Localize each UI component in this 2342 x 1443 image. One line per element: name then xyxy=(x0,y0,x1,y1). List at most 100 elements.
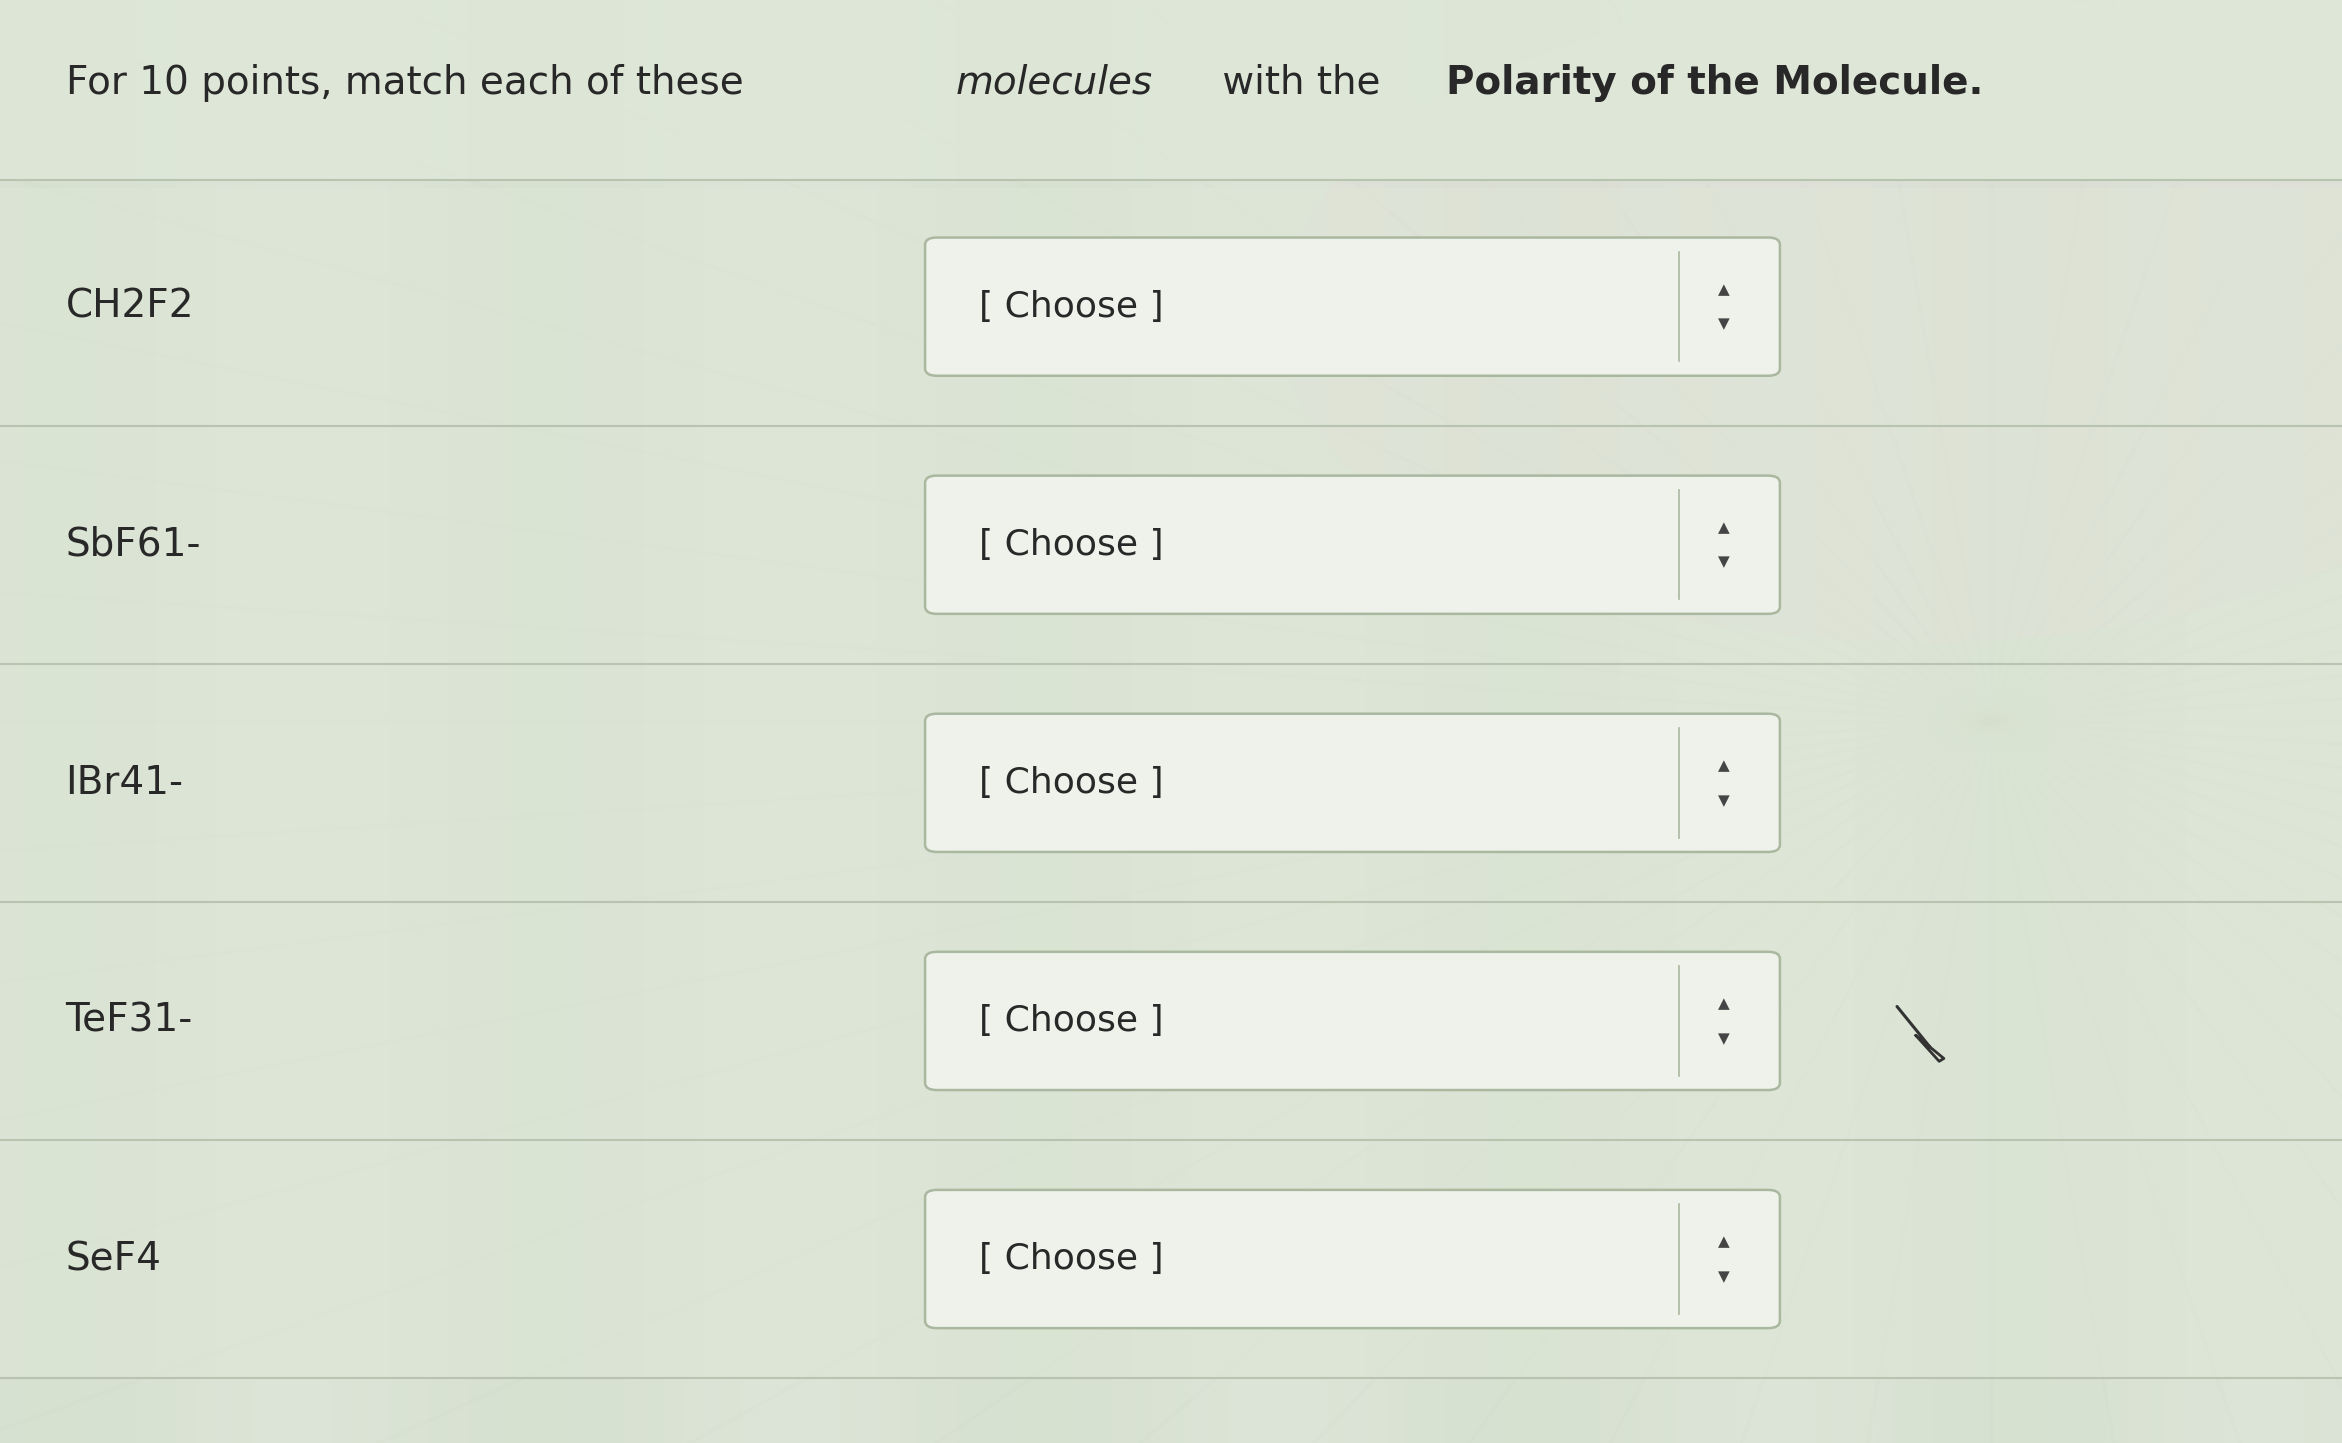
FancyBboxPatch shape xyxy=(925,238,1780,375)
Bar xyxy=(860,0,878,1443)
Bar xyxy=(2323,0,2342,1443)
Bar xyxy=(333,0,351,1443)
Bar xyxy=(2108,0,2127,1443)
Bar xyxy=(1211,0,1230,1443)
Bar xyxy=(1522,0,1541,1443)
Bar xyxy=(468,0,487,1443)
Bar xyxy=(644,0,663,1443)
Bar xyxy=(351,0,370,1443)
Bar xyxy=(801,0,820,1443)
Bar xyxy=(253,0,274,1443)
Bar xyxy=(663,0,684,1443)
Bar xyxy=(98,0,117,1443)
Bar xyxy=(234,0,253,1443)
Bar xyxy=(604,0,625,1443)
Bar xyxy=(1035,0,1054,1443)
Bar xyxy=(1152,0,1171,1443)
Bar xyxy=(40,0,59,1443)
Text: ▲: ▲ xyxy=(1717,1234,1731,1250)
Bar xyxy=(1991,0,2009,1443)
Bar xyxy=(527,0,546,1443)
Bar xyxy=(370,0,391,1443)
Bar xyxy=(838,0,860,1443)
Bar xyxy=(194,0,215,1443)
Text: ▼: ▼ xyxy=(1717,1268,1731,1284)
Bar xyxy=(136,0,157,1443)
Bar xyxy=(2185,0,2206,1443)
Text: ▲: ▲ xyxy=(1717,519,1731,535)
FancyBboxPatch shape xyxy=(0,902,2342,1140)
Bar xyxy=(1796,0,1815,1443)
Bar xyxy=(1328,0,1347,1443)
Bar xyxy=(410,0,429,1443)
FancyBboxPatch shape xyxy=(0,188,2342,426)
Bar xyxy=(1972,0,1991,1443)
Bar xyxy=(487,0,508,1443)
Bar xyxy=(1621,0,1639,1443)
Bar xyxy=(1892,0,1913,1443)
Bar xyxy=(703,0,721,1443)
Bar xyxy=(567,0,586,1443)
Bar xyxy=(1951,0,1972,1443)
FancyBboxPatch shape xyxy=(925,476,1780,613)
Bar xyxy=(1562,0,1581,1443)
Bar xyxy=(2049,0,2068,1443)
Text: [ Choose ]: [ Choose ] xyxy=(979,1004,1164,1038)
Bar xyxy=(2206,0,2225,1443)
Text: [ Choose ]: [ Choose ] xyxy=(979,290,1164,323)
Text: SbF61-: SbF61- xyxy=(66,525,201,564)
Bar xyxy=(1482,0,1504,1443)
Bar xyxy=(625,0,644,1443)
Bar xyxy=(2283,0,2302,1443)
Bar xyxy=(1738,0,1756,1443)
Bar xyxy=(995,0,1014,1443)
Bar xyxy=(1815,0,1834,1443)
Text: TeF31-: TeF31- xyxy=(66,1001,192,1040)
Bar xyxy=(1014,0,1035,1443)
Bar xyxy=(2127,0,2148,1443)
FancyBboxPatch shape xyxy=(0,1140,2342,1378)
Bar xyxy=(1131,0,1152,1443)
Bar xyxy=(77,0,98,1443)
Bar xyxy=(2225,0,2244,1443)
Text: ▼: ▼ xyxy=(1717,316,1731,332)
Text: ▼: ▼ xyxy=(1717,554,1731,570)
Bar xyxy=(1639,0,1658,1443)
Bar xyxy=(1679,0,1698,1443)
Bar xyxy=(721,0,742,1443)
Bar xyxy=(1464,0,1482,1443)
Bar xyxy=(1365,0,1386,1443)
Bar xyxy=(1698,0,1717,1443)
Bar xyxy=(1874,0,1892,1443)
Bar xyxy=(761,0,780,1443)
Bar xyxy=(157,0,176,1443)
Bar xyxy=(1756,0,1775,1443)
FancyBboxPatch shape xyxy=(0,664,2342,902)
Bar xyxy=(742,0,761,1443)
Bar xyxy=(2009,0,2031,1443)
Bar xyxy=(1112,0,1131,1443)
Text: SeF4: SeF4 xyxy=(66,1240,162,1278)
Text: Polarity of the Molecule.: Polarity of the Molecule. xyxy=(1447,63,1984,102)
Bar xyxy=(2244,0,2265,1443)
Text: ▼: ▼ xyxy=(1717,1030,1731,1046)
Bar xyxy=(878,0,897,1443)
Bar xyxy=(1307,0,1328,1443)
Bar xyxy=(2166,0,2185,1443)
Bar xyxy=(1073,0,1094,1443)
Bar xyxy=(2302,0,2323,1443)
Bar xyxy=(918,0,937,1443)
Bar xyxy=(937,0,956,1443)
FancyBboxPatch shape xyxy=(925,714,1780,851)
Bar xyxy=(1445,0,1464,1443)
Bar xyxy=(956,0,977,1443)
Bar xyxy=(1913,0,1932,1443)
Bar xyxy=(1834,0,1855,1443)
Bar xyxy=(274,0,293,1443)
Ellipse shape xyxy=(1276,0,2342,642)
Bar xyxy=(429,0,450,1443)
Bar xyxy=(1094,0,1112,1443)
Bar xyxy=(1424,0,1445,1443)
Bar xyxy=(780,0,801,1443)
Bar xyxy=(1600,0,1621,1443)
